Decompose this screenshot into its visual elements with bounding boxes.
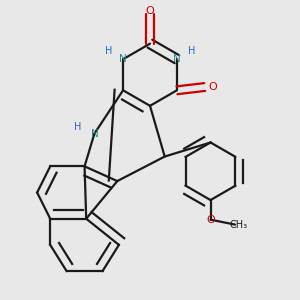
Text: H: H — [188, 46, 195, 56]
Text: N: N — [91, 129, 98, 139]
Text: N: N — [119, 54, 127, 64]
Text: H: H — [74, 122, 82, 132]
Text: O: O — [208, 82, 217, 92]
Text: O: O — [206, 215, 215, 225]
Text: O: O — [146, 6, 154, 16]
Text: H: H — [105, 46, 112, 56]
Text: CH₃: CH₃ — [230, 220, 248, 230]
Text: N: N — [173, 54, 181, 64]
